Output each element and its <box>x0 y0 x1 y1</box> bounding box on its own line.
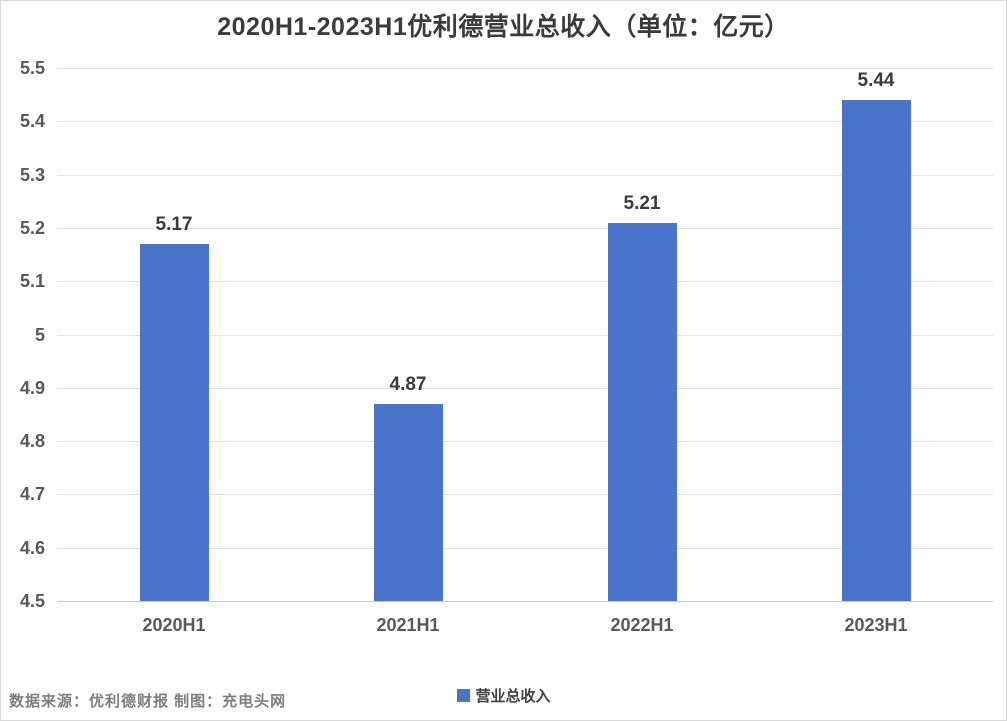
legend-label: 营业总收入 <box>475 688 551 705</box>
bar-value-label: 5.44 <box>857 70 895 91</box>
gridline <box>57 281 993 282</box>
y-tick-label: 5.5 <box>19 58 45 78</box>
chart-title: 2020H1-2023H1优利德营业总收入（单位：亿元） <box>217 13 790 41</box>
x-tick-label: 2023H1 <box>844 615 908 635</box>
x-tick-label: 2020H1 <box>142 615 206 635</box>
bar-2022H1 <box>608 223 677 601</box>
bar-2021H1 <box>374 404 443 601</box>
y-tick-label: 4.5 <box>19 591 45 611</box>
legend: 营业总收入 <box>456 685 551 706</box>
x-tick-label: 2021H1 <box>376 615 440 635</box>
gridline <box>57 121 993 122</box>
x-tick-label: 2022H1 <box>610 615 674 635</box>
gridline <box>57 335 993 336</box>
y-tick-label: 4.7 <box>19 484 45 504</box>
gridline <box>57 228 993 229</box>
y-tick-label: 4.9 <box>19 378 45 398</box>
y-tick-label: 4.6 <box>19 538 45 558</box>
bar-2023H1 <box>842 100 911 601</box>
bar-2020H1 <box>140 244 209 601</box>
bar-value-label: 4.87 <box>389 374 427 395</box>
gridline <box>57 441 993 442</box>
bar-value-label: 5.21 <box>623 193 661 214</box>
plot-area: 5.17 4.87 5.21 5.44 <box>57 68 993 602</box>
y-tick-label: 5.1 <box>19 271 45 291</box>
gridline <box>57 68 993 69</box>
y-tick-label: 4.8 <box>19 431 45 451</box>
y-tick-label: 5.4 <box>19 111 45 131</box>
gridline <box>57 548 993 549</box>
legend-swatch-icon <box>456 689 470 702</box>
bar-value-label: 5.17 <box>155 214 193 235</box>
source-note: 数据来源：优利德财报 制图：充电头网 <box>9 693 287 710</box>
y-tick-label: 5 <box>34 325 45 345</box>
y-tick-label: 5.3 <box>19 165 45 185</box>
gridline <box>57 388 993 389</box>
gridline <box>57 494 993 495</box>
gridline <box>57 175 993 176</box>
y-tick-label: 5.2 <box>19 218 45 238</box>
